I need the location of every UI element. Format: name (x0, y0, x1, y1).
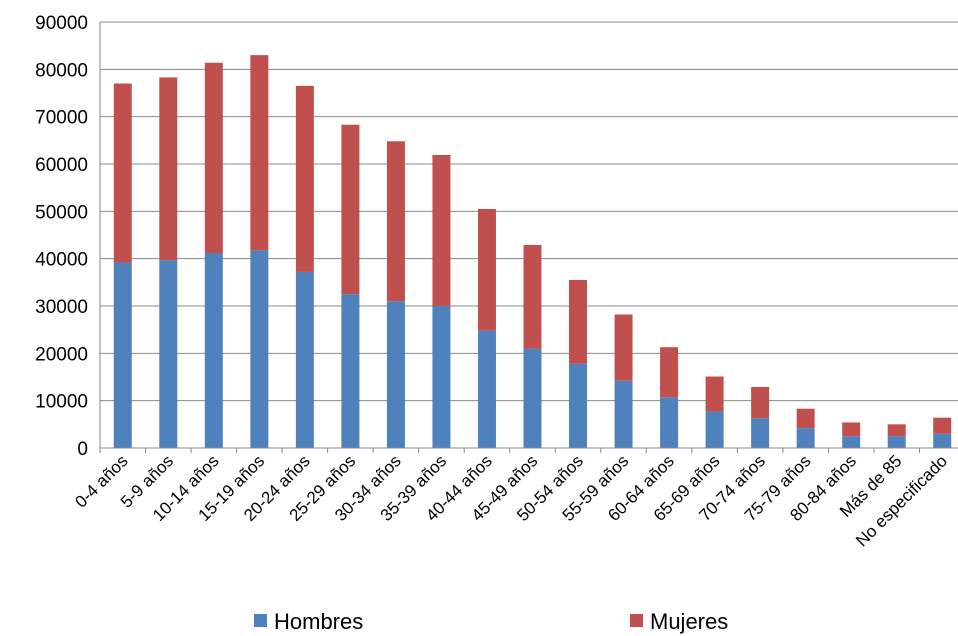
y-tick-label: 80000 (35, 60, 88, 81)
y-tick-label: 50000 (35, 202, 88, 223)
bar-hombres-14 (751, 418, 770, 448)
y-tick-label: 20000 (35, 344, 88, 365)
y-tick-label: 60000 (35, 155, 88, 176)
bar-hombres-0 (113, 262, 132, 448)
bar-mujeres-1 (159, 77, 178, 261)
bar-mujeres-15 (796, 408, 815, 429)
bar-mujeres-13 (705, 376, 724, 412)
legend-swatch-hombres (254, 614, 267, 627)
y-tick-label: 30000 (35, 297, 88, 318)
bar-hombres-16 (842, 436, 861, 448)
y-tick-label: 70000 (35, 108, 88, 129)
bar-hombres-11 (614, 380, 633, 448)
bar-hombres-13 (705, 411, 724, 448)
bars (113, 55, 952, 448)
bar-mujeres-10 (569, 279, 588, 364)
bar-hombres-4 (295, 271, 314, 448)
legend-label-mujeres: Mujeres (650, 609, 728, 634)
legend: Hombres Mujeres (254, 609, 728, 634)
y-tick-label: 10000 (35, 392, 88, 413)
y-tick-label: 0 (77, 439, 88, 460)
bar-hombres-6 (386, 301, 405, 448)
bar-hombres-3 (250, 250, 269, 448)
bar-mujeres-17 (887, 424, 906, 437)
bar-hombres-7 (432, 306, 451, 448)
bar-mujeres-3 (250, 55, 269, 251)
bar-mujeres-2 (204, 62, 223, 253)
bar-hombres-9 (523, 348, 542, 448)
bar-mujeres-8 (477, 208, 496, 331)
bar-hombres-1 (159, 260, 178, 448)
bar-mujeres-12 (660, 347, 679, 398)
bar-mujeres-14 (751, 386, 770, 419)
bar-mujeres-4 (295, 85, 314, 272)
bar-hombres-8 (477, 330, 496, 448)
bar-mujeres-9 (523, 244, 542, 349)
bar-hombres-5 (341, 294, 360, 448)
bar-mujeres-11 (614, 314, 633, 381)
bar-hombres-10 (569, 363, 588, 448)
bar-mujeres-5 (341, 124, 360, 295)
bar-hombres-18 (933, 433, 952, 448)
bar-mujeres-7 (432, 155, 451, 306)
bar-hombres-17 (887, 436, 906, 448)
bar-mujeres-6 (386, 141, 405, 302)
y-tick-label: 40000 (35, 250, 88, 271)
legend-swatch-mujeres (630, 614, 643, 627)
y-axis: 0 10000 20000 30000 40000 50000 60000 70000 8000… (35, 13, 101, 460)
bar-hombres-15 (796, 428, 815, 448)
legend-label-hombres: Hombres (274, 609, 363, 634)
gridlines (100, 21, 958, 402)
bar-mujeres-16 (842, 422, 861, 437)
bar-hombres-12 (660, 397, 679, 448)
y-tick-label: 90000 (35, 13, 88, 34)
bar-mujeres-18 (933, 417, 952, 434)
bar-mujeres-0 (113, 83, 132, 263)
bar-hombres-2 (204, 252, 223, 448)
